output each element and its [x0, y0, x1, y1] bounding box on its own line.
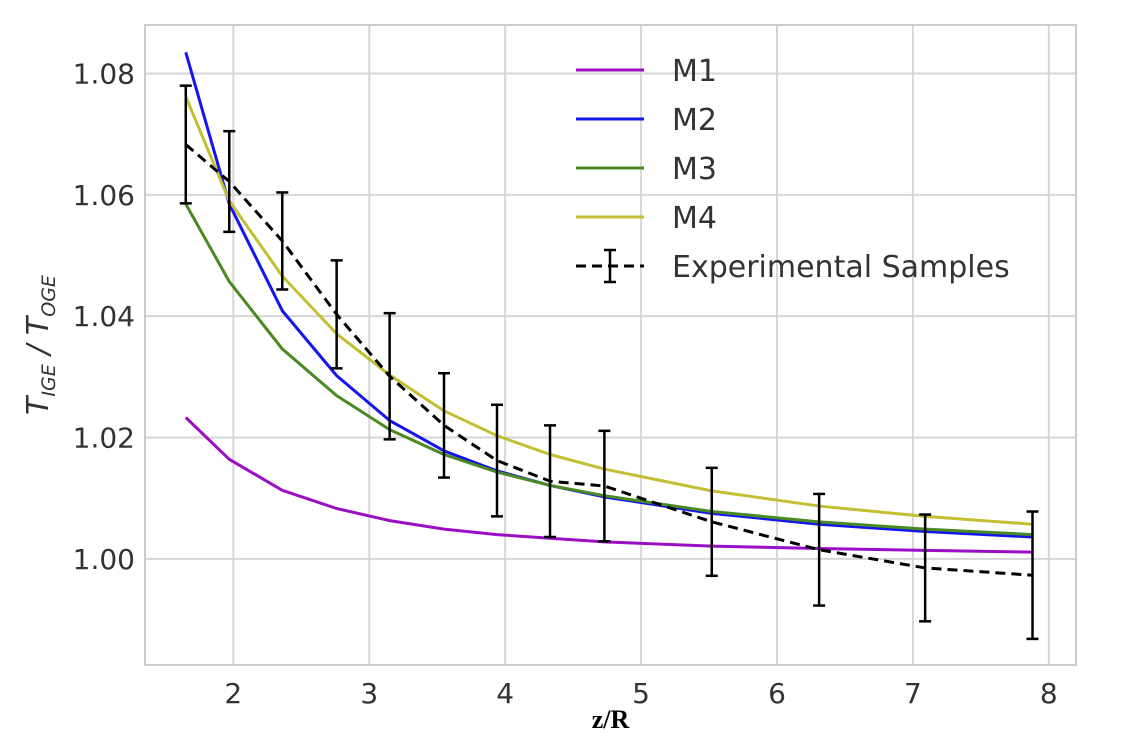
series-line: [184, 51, 1033, 539]
y-tick-label: 1.02: [73, 422, 135, 455]
x-tick-label: 3: [360, 677, 378, 710]
x-tick-label: 8: [1040, 677, 1058, 710]
legend: M1 M2 M3 M4 Experimental Samples: [576, 54, 1010, 285]
y-tick-label: 1.00: [73, 543, 135, 576]
legend-label: M2: [672, 103, 717, 138]
series-M4: [184, 96, 1033, 526]
error-bar: [813, 492, 826, 607]
y-label-separator: /: [21, 335, 56, 364]
error-bar: [491, 403, 504, 518]
x-tick-label: 5: [632, 677, 650, 710]
series-M2: [184, 51, 1033, 539]
x-tick-label: 4: [496, 677, 514, 710]
legend-label: M3: [672, 152, 717, 187]
legend-label: M1: [672, 54, 717, 89]
y-label-main-1: T: [21, 394, 56, 415]
legend-item: M3: [576, 152, 717, 187]
y-label-sub-2: OGE: [38, 275, 60, 317]
error-bar: [705, 466, 718, 578]
error-bar: [598, 429, 611, 543]
x-tick-label: 7: [904, 677, 922, 710]
series-experimental: [179, 84, 1039, 641]
legend-label: M4: [672, 201, 717, 236]
series-layer: [179, 51, 1039, 641]
legend-label: Experimental Samples: [672, 250, 1010, 285]
error-bar: [438, 371, 451, 479]
series-line: [184, 96, 1033, 526]
legend-item: M4: [576, 201, 717, 236]
legend-item: Experimental Samples: [576, 248, 1010, 285]
legend-item: M1: [576, 54, 717, 89]
y-tick-label: 1.06: [73, 179, 135, 212]
grid: [145, 25, 1076, 665]
y-label-sub-1: IGE: [38, 364, 60, 396]
x-axis-label: z/R: [592, 705, 630, 734]
y-axis-label: TIGE / TOGE: [21, 275, 60, 415]
series-line: [184, 143, 1033, 577]
y-label-main-2: T: [21, 314, 56, 335]
y-tick-label: 1.08: [73, 58, 135, 91]
x-tick-label: 2: [224, 677, 242, 710]
plot-frame: [144, 24, 1077, 666]
legend-item: M2: [576, 103, 717, 138]
x-tick-label: 6: [768, 677, 786, 710]
tick-labels: 2 3 4 5 6 7 8 1.00 1.02 1.04 1.06 1.08: [73, 58, 1058, 710]
y-tick-label: 1.04: [73, 300, 135, 333]
